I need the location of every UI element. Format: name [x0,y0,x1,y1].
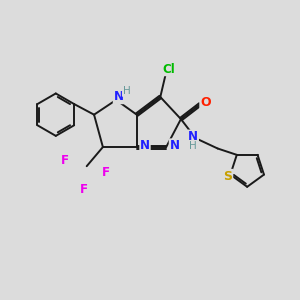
Text: Cl: Cl [163,62,175,76]
Text: O: O [200,95,211,109]
Text: F: F [102,166,110,178]
Text: F: F [61,154,69,167]
Text: N: N [113,91,124,103]
Text: H: H [189,142,197,152]
Text: N: N [140,139,150,152]
Text: H: H [123,86,130,96]
Text: S: S [224,169,232,183]
Text: N: N [169,139,179,152]
Text: N: N [188,130,198,143]
Text: F: F [80,183,88,196]
